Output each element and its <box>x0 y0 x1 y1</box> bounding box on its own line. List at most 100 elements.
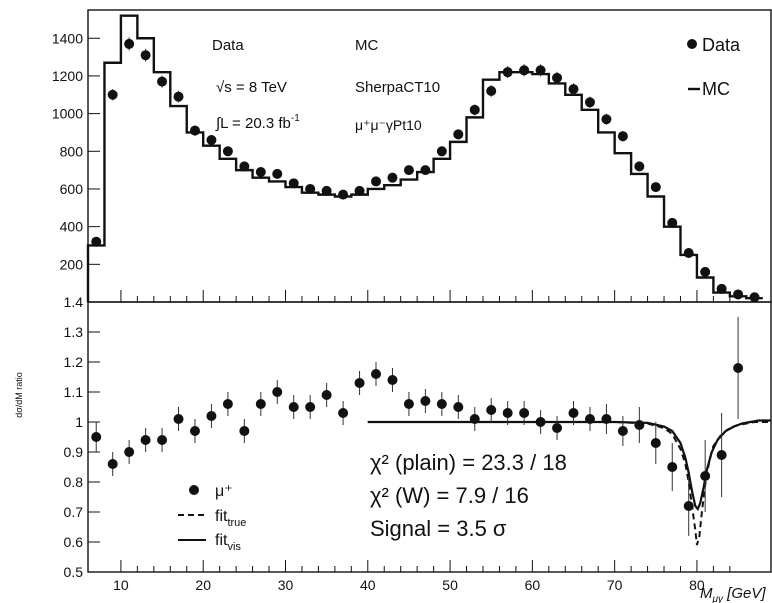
data-point <box>338 189 349 200</box>
ratio-point <box>453 402 464 412</box>
data-point <box>321 185 332 196</box>
ratio-point <box>288 402 299 412</box>
bottom-y-tick-label: 0.5 <box>64 564 84 580</box>
ratio-point <box>634 420 645 430</box>
ratio-point <box>469 414 480 424</box>
energy-label: √s = 8 TeV <box>216 79 287 96</box>
top-y-tick-label: 400 <box>60 219 84 235</box>
legend-mc-label: MC <box>702 79 730 99</box>
x-axis-label: Mμγ [GeV] <box>700 585 766 603</box>
legend-mu-label: μ⁺ <box>215 483 233 500</box>
bottom-y-tick-label: 0.7 <box>64 504 84 520</box>
ratio-point <box>206 411 217 421</box>
bottom-y-tick-label: 1.4 <box>64 294 84 310</box>
ratio-point <box>338 408 349 418</box>
data-point <box>568 84 579 95</box>
data-point <box>206 134 217 145</box>
x-tick-label: 20 <box>195 577 211 593</box>
ratio-point <box>486 405 497 415</box>
x-axis-label-unit: [GeV] <box>723 585 766 602</box>
ratio-point <box>568 408 579 418</box>
ratio-point <box>272 387 283 397</box>
ratio-point <box>189 426 200 436</box>
ratio-point <box>371 369 382 379</box>
ratio-point <box>601 414 612 424</box>
data-point <box>552 72 563 83</box>
data-point <box>420 165 431 176</box>
data-point <box>124 38 135 49</box>
top-frame <box>87 9 772 303</box>
bottom-series <box>91 317 771 546</box>
ratio-point <box>321 390 332 400</box>
data-point <box>91 236 102 247</box>
ratio-point <box>124 447 135 457</box>
top-y-ticks: 200 400 600 800 1000 1200 1400 <box>52 30 100 272</box>
chi2-plain: χ² (plain) = 23.3 / 18 <box>370 450 567 475</box>
data-point <box>502 67 513 78</box>
mc-header: MC <box>355 37 378 54</box>
legend-mu-marker <box>189 485 199 495</box>
data-point <box>305 183 316 194</box>
sample-label: μ⁺μ⁻γPt10 <box>355 117 422 133</box>
data-point <box>436 146 447 157</box>
ratio-point <box>255 399 266 409</box>
signal-significance: Signal = 3.5 σ <box>370 516 507 541</box>
ratio-point <box>173 414 184 424</box>
legend-data-marker <box>687 39 697 49</box>
x-tick-label: 30 <box>278 577 294 593</box>
data-point <box>371 176 382 187</box>
x-axis-label-main: M <box>700 585 713 602</box>
bottom-y-tick-label: 1.3 <box>64 324 84 340</box>
top-y-tick-label: 1200 <box>52 68 83 84</box>
data-point <box>189 125 200 136</box>
ratio-point <box>222 399 233 409</box>
ratio-point <box>91 432 102 442</box>
ratio-point <box>667 462 678 472</box>
ratio-point <box>535 417 546 427</box>
ratio-point <box>239 426 250 436</box>
mc-histogram-step <box>86 14 763 302</box>
bottom-y-tick-label: 1.1 <box>64 384 84 400</box>
data-point <box>749 292 760 303</box>
bottom-y-tick-label: 0.9 <box>64 444 84 460</box>
data-point <box>634 161 645 172</box>
x-axis-label-sub: μγ <box>712 594 724 603</box>
x-tick-label: 50 <box>442 577 458 593</box>
data-point <box>272 168 283 179</box>
bottom-y-tick-label: 1.2 <box>64 354 84 370</box>
data-point <box>700 266 711 277</box>
ratio-point <box>157 435 168 445</box>
data-point <box>222 146 233 157</box>
data-point <box>387 172 398 183</box>
data-point <box>486 86 497 97</box>
data-point <box>733 289 744 300</box>
ratio-point <box>552 423 563 433</box>
ratio-point <box>650 438 661 448</box>
generator-label: SherpaCT10 <box>355 79 440 96</box>
lumi-exponent: -1 <box>291 113 300 124</box>
chi2-w: χ² (W) = 7.9 / 16 <box>370 483 529 508</box>
legend-fit-vis-label: fitvis <box>215 532 241 553</box>
ratio-point <box>519 408 530 418</box>
lumi-text: ∫L = 20.3 fb <box>215 115 291 132</box>
data-point <box>107 89 118 100</box>
bottom-y-tick-label: 0.8 <box>64 474 84 490</box>
top-y-tick-label: 800 <box>60 143 84 159</box>
ratio-point <box>305 402 316 412</box>
x-tick-label: 70 <box>607 577 623 593</box>
ratio-point <box>683 501 694 511</box>
ratio-point <box>700 471 711 481</box>
data-point <box>140 50 151 61</box>
x-ticks: 10 20 30 40 50 60 70 80 <box>113 290 731 593</box>
ratio-point <box>617 426 628 436</box>
legend-fit-true-sub: true <box>227 517 246 529</box>
ratio-point <box>403 399 414 409</box>
fit-vis-curve <box>367 419 771 512</box>
ratio-point <box>387 375 398 385</box>
data-point <box>584 97 595 108</box>
data-point <box>601 114 612 125</box>
data-point <box>354 185 365 196</box>
data-point <box>617 131 628 142</box>
bottom-y-tick-label: 0.6 <box>64 534 84 550</box>
